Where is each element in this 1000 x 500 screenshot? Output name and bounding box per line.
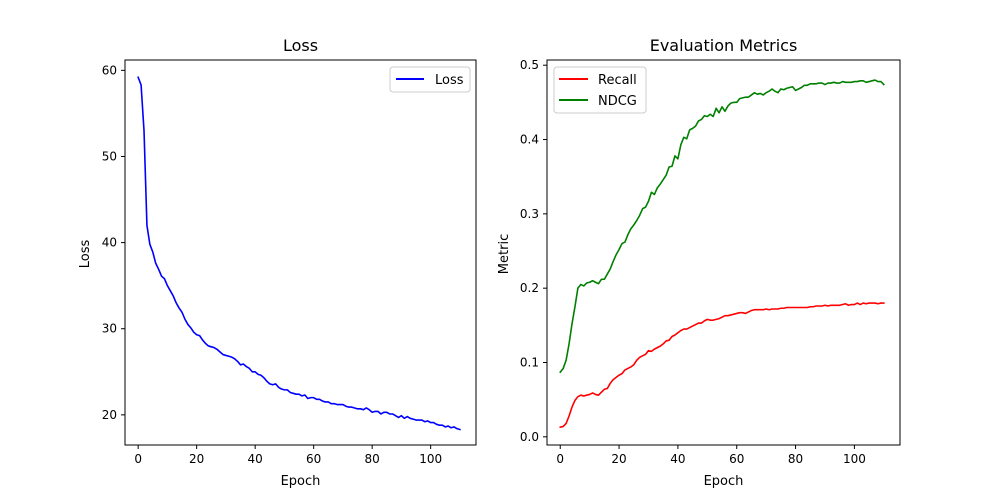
loss-chart-title: Loss bbox=[283, 36, 318, 55]
recall-series-line bbox=[559, 302, 885, 429]
loss-y-tick-label: 60 bbox=[102, 63, 117, 77]
metrics-y-tick-label: 0.4 bbox=[520, 133, 539, 147]
loss-x-tick-label: 100 bbox=[419, 452, 442, 466]
loss-y-tick-label: 50 bbox=[102, 149, 117, 163]
loss-y-axis-label: Loss bbox=[78, 240, 93, 269]
metrics-y-tick-label: 0.1 bbox=[520, 356, 539, 370]
loss-series-lines bbox=[137, 76, 461, 431]
metrics-x-axis-label: Epoch bbox=[704, 474, 744, 489]
metrics-x-tick-label: 0 bbox=[556, 452, 564, 466]
metrics-legend: Recall NDCG bbox=[553, 66, 647, 114]
metrics-y-tick-label: 0.2 bbox=[520, 281, 539, 295]
loss-x-axis-label: Epoch bbox=[281, 474, 321, 489]
metrics-x-tick-label: 100 bbox=[843, 452, 866, 466]
loss-axes-frame bbox=[124, 59, 477, 446]
metrics-axis-ticks: 0 20 40 60 80 100 0.0 0.1 0.2 0.3 0.4 0.5 bbox=[520, 58, 866, 466]
metrics-y-tick-label: 0.5 bbox=[520, 58, 539, 72]
loss-y-tick-label: 30 bbox=[102, 322, 117, 336]
metrics-y-tick-label: 0.0 bbox=[520, 430, 539, 444]
ndcg-legend-label: NDCG bbox=[598, 94, 637, 109]
loss-axis-ticks: 0 20 40 60 80 100 20 30 40 50 60 bbox=[102, 63, 442, 466]
loss-x-tick-label: 60 bbox=[306, 452, 321, 466]
metrics-panel: Evaluation Metrics Epoch Metric 0 20 40 60 8… bbox=[497, 36, 901, 489]
loss-panel: Loss Epoch Loss 0 20 40 60 80 100 20 30 40 50 60 L… bbox=[78, 36, 477, 489]
loss-y-tick-label: 20 bbox=[102, 408, 117, 422]
loss-x-tick-label: 0 bbox=[134, 452, 142, 466]
metrics-series-lines bbox=[559, 79, 885, 429]
loss-x-tick-label: 80 bbox=[365, 452, 380, 466]
metrics-y-tick-label: 0.3 bbox=[520, 207, 539, 221]
loss-series-line bbox=[137, 76, 461, 431]
loss-legend-label: Loss bbox=[435, 73, 464, 88]
metrics-axes-frame bbox=[546, 59, 901, 446]
metrics-x-tick-label: 80 bbox=[788, 452, 803, 466]
metrics-x-tick-label: 40 bbox=[670, 452, 685, 466]
metrics-x-tick-label: 20 bbox=[611, 452, 626, 466]
loss-x-tick-label: 40 bbox=[248, 452, 263, 466]
ndcg-series-line bbox=[559, 79, 885, 374]
loss-y-tick-label: 40 bbox=[102, 236, 117, 250]
recall-legend-label: Recall bbox=[598, 73, 637, 88]
metrics-chart-title: Evaluation Metrics bbox=[650, 36, 798, 55]
metrics-y-axis-label: Metric bbox=[497, 234, 512, 274]
metrics-x-tick-label: 60 bbox=[729, 452, 744, 466]
loss-legend-box bbox=[389, 66, 471, 93]
loss-legend: Loss bbox=[389, 66, 471, 93]
loss-x-tick-label: 20 bbox=[189, 452, 204, 466]
